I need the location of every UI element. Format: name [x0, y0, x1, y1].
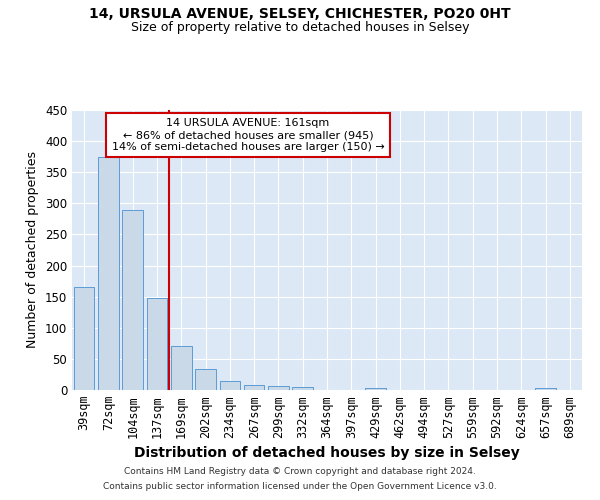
Text: 14 URSULA AVENUE: 161sqm
← 86% of detached houses are smaller (945)
14% of semi-: 14 URSULA AVENUE: 161sqm ← 86% of detach… — [112, 118, 385, 152]
Bar — [292, 387, 313, 390]
X-axis label: Distribution of detached houses by size in Selsey: Distribution of detached houses by size … — [134, 446, 520, 460]
Bar — [122, 210, 143, 390]
Bar — [146, 298, 167, 390]
Bar — [220, 380, 240, 390]
Bar — [365, 388, 386, 390]
Text: Contains HM Land Registry data © Crown copyright and database right 2024.: Contains HM Land Registry data © Crown c… — [124, 467, 476, 476]
Bar — [74, 288, 94, 390]
Text: Size of property relative to detached houses in Selsey: Size of property relative to detached ho… — [131, 21, 469, 34]
Bar — [244, 385, 265, 390]
Bar — [195, 370, 216, 390]
Bar — [98, 156, 119, 390]
Text: 14, URSULA AVENUE, SELSEY, CHICHESTER, PO20 0HT: 14, URSULA AVENUE, SELSEY, CHICHESTER, P… — [89, 8, 511, 22]
Text: Contains public sector information licensed under the Open Government Licence v3: Contains public sector information licen… — [103, 482, 497, 491]
Y-axis label: Number of detached properties: Number of detached properties — [26, 152, 40, 348]
Bar — [268, 386, 289, 390]
Bar — [171, 346, 191, 390]
Bar — [535, 388, 556, 390]
